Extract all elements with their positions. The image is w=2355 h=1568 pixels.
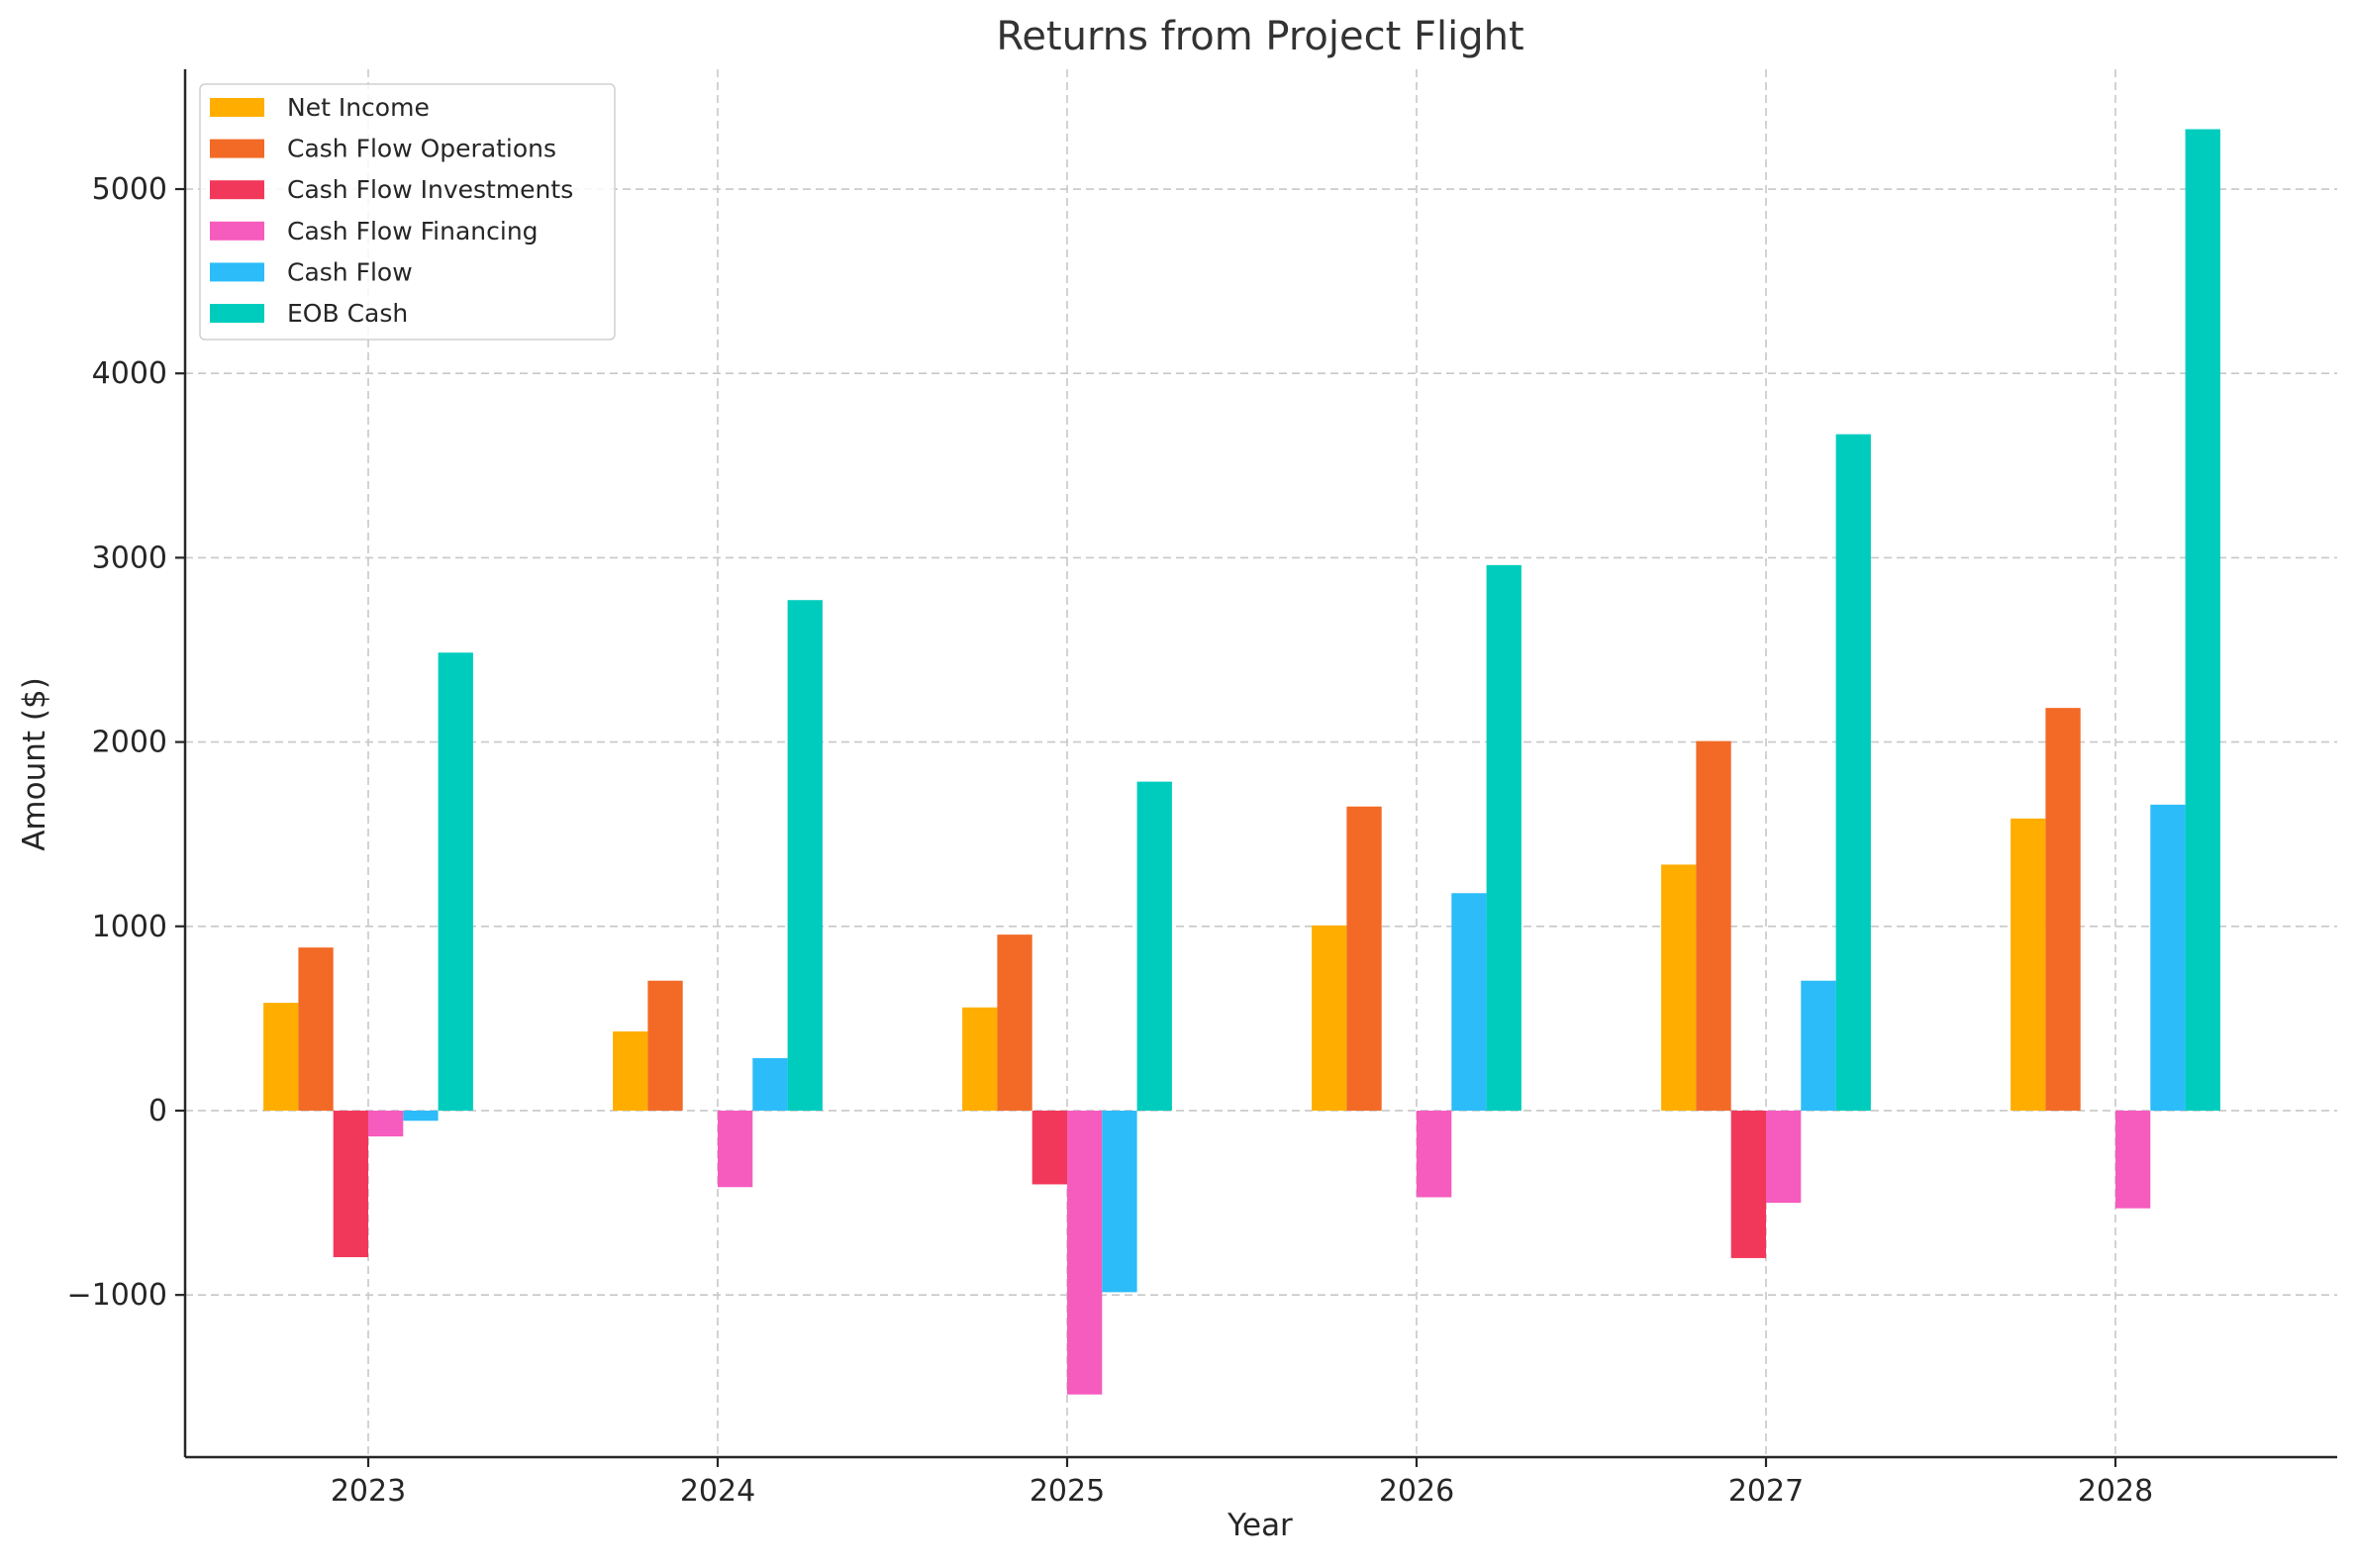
y-tick-label: −1000 bbox=[67, 1278, 167, 1313]
bar-cash-flow-investments-2027 bbox=[1730, 1110, 1766, 1258]
bar-net-income-2025 bbox=[962, 1007, 998, 1111]
bar-cash-flow-2026 bbox=[1451, 893, 1487, 1111]
bar-eob-cash-2027 bbox=[1835, 434, 1871, 1111]
y-axis-label: Amount ($) bbox=[17, 677, 52, 851]
y-tick-label: 0 bbox=[148, 1094, 167, 1128]
legend-label: Net Income bbox=[287, 93, 430, 122]
y-tick-label: 5000 bbox=[92, 172, 167, 207]
axes bbox=[175, 69, 2337, 1467]
legend-label: Cash Flow Operations bbox=[287, 135, 556, 163]
y-tick-label: 2000 bbox=[92, 726, 167, 760]
legend-box bbox=[199, 83, 616, 341]
bar-eob-cash-2025 bbox=[1136, 781, 1172, 1111]
legend-label: EOB Cash bbox=[287, 299, 408, 328]
bar-cash-flow-operations-2026 bbox=[1346, 806, 1382, 1111]
bar-cash-flow-operations-2027 bbox=[1696, 740, 1731, 1111]
gridlines bbox=[185, 69, 2337, 1457]
legend: Net Income Cash Flow Operations Cash Flow … bbox=[199, 83, 616, 341]
x-tick-label: 2025 bbox=[1030, 1474, 1105, 1509]
tick-labels: −1000 0 1000 2000 3000 4000 5000 2023 2024 2025 20… bbox=[67, 172, 2154, 1509]
bar-cash-flow-financing-2023 bbox=[368, 1110, 404, 1137]
bar-eob-cash-2026 bbox=[1486, 564, 1521, 1111]
bar-cash-flow-2027 bbox=[1801, 980, 1836, 1111]
legend-label: Cash Flow Investments bbox=[287, 175, 573, 204]
bar-cash-flow-financing-2024 bbox=[718, 1110, 753, 1188]
bar-cash-flow-2028 bbox=[2150, 804, 2186, 1111]
bar-eob-cash-2028 bbox=[2185, 129, 2220, 1111]
bar-cash-flow-operations-2025 bbox=[997, 934, 1032, 1111]
legend-label: Cash Flow bbox=[287, 257, 413, 286]
legend-swatch bbox=[210, 180, 264, 200]
x-tick-label: 2026 bbox=[1379, 1474, 1454, 1509]
bar-net-income-2027 bbox=[1661, 864, 1697, 1111]
bar-eob-cash-2023 bbox=[438, 652, 473, 1111]
x-tick-label: 2023 bbox=[331, 1474, 406, 1509]
bar-cash-flow-2023 bbox=[403, 1110, 439, 1122]
x-tick-label: 2027 bbox=[1728, 1474, 1804, 1509]
x-tick-label: 2024 bbox=[680, 1474, 755, 1509]
y-tick-label: 4000 bbox=[92, 356, 167, 391]
legend-swatch bbox=[210, 139, 264, 158]
bar-cash-flow-financing-2028 bbox=[2115, 1110, 2151, 1209]
legend-swatch bbox=[210, 304, 264, 323]
bar-net-income-2023 bbox=[263, 1003, 299, 1111]
legend-label: Cash Flow Financing bbox=[287, 217, 539, 245]
bars bbox=[263, 129, 2220, 1395]
bar-eob-cash-2024 bbox=[787, 600, 823, 1111]
bar-net-income-2028 bbox=[2011, 818, 2046, 1111]
bar-cash-flow-financing-2025 bbox=[1067, 1110, 1103, 1395]
y-tick-label: 3000 bbox=[92, 540, 167, 575]
legend-swatch bbox=[210, 262, 264, 282]
chart-title: Returns from Project Flight bbox=[996, 14, 1523, 59]
bar-net-income-2026 bbox=[1312, 925, 1347, 1111]
legend-swatch bbox=[210, 98, 264, 117]
x-tick-label: 2028 bbox=[2078, 1474, 2153, 1509]
bar-cash-flow-financing-2027 bbox=[1766, 1110, 1802, 1204]
bar-cash-flow-investments-2025 bbox=[1031, 1110, 1067, 1185]
bar-cash-flow-financing-2026 bbox=[1417, 1110, 1452, 1198]
legend-swatch bbox=[210, 221, 264, 241]
bar-cash-flow-2025 bbox=[1102, 1110, 1137, 1293]
x-axis-label: Year bbox=[1227, 1508, 1293, 1543]
y-tick-label: 1000 bbox=[92, 910, 167, 944]
bar-net-income-2024 bbox=[613, 1030, 648, 1111]
bar-cash-flow-2024 bbox=[752, 1057, 788, 1111]
bar-cash-flow-operations-2028 bbox=[2045, 708, 2081, 1111]
bar-cash-flow-operations-2024 bbox=[647, 980, 683, 1111]
bar-cash-flow-operations-2023 bbox=[298, 947, 334, 1111]
bar-cash-flow-investments-2023 bbox=[333, 1110, 368, 1257]
